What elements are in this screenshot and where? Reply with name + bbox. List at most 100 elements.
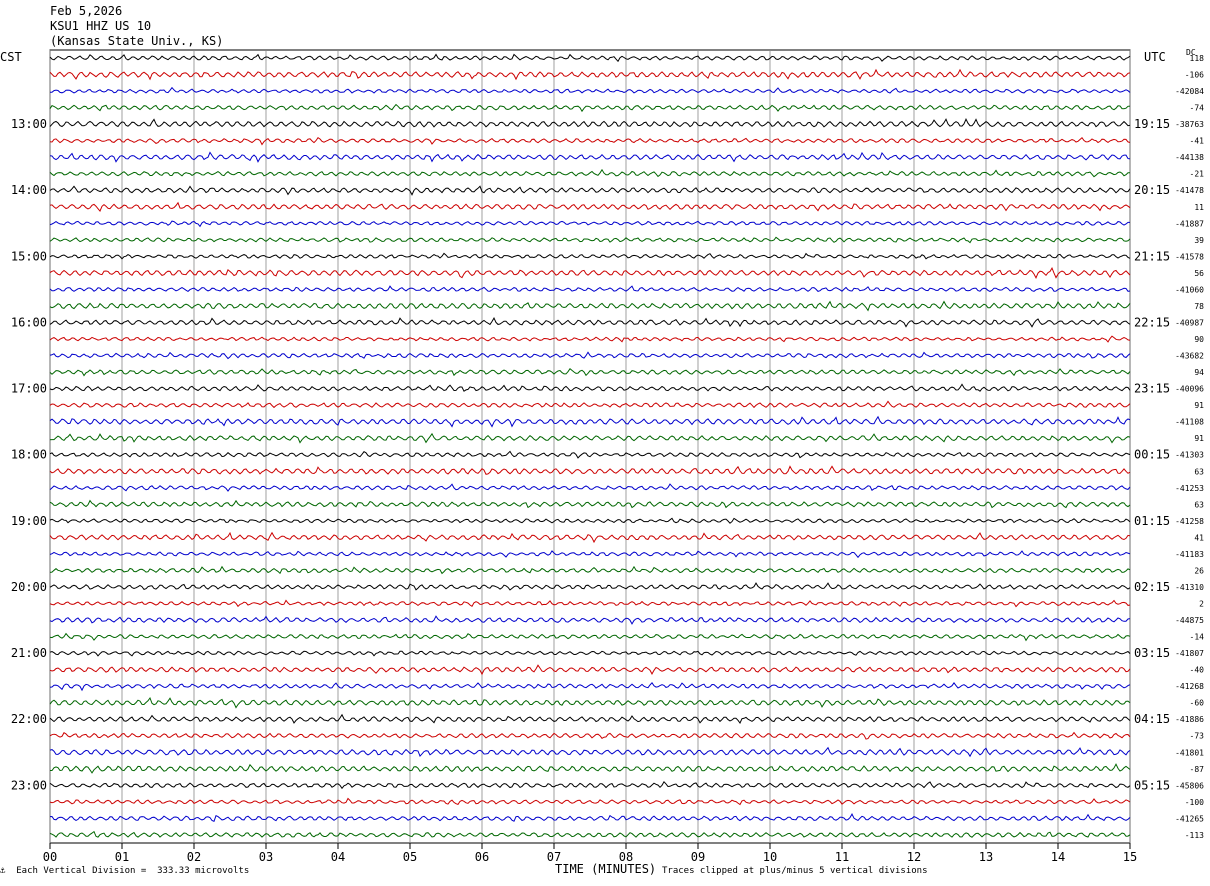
trace-line [49, 185, 1131, 196]
x-tick-label: 15 [1123, 850, 1137, 864]
trace-line [49, 252, 1131, 260]
x-tick-label: 00 [43, 850, 57, 864]
left-time-label: 21:00 [11, 646, 47, 660]
x-tick-label: 02 [187, 850, 201, 864]
left-time-label: 16:00 [11, 315, 47, 329]
dc-offset-label: -41108 [1175, 418, 1204, 427]
dc-offset-label: -41268 [1175, 682, 1204, 691]
right-time-label: 02:15 [1134, 580, 1170, 594]
dc-offset-label: -41478 [1175, 186, 1204, 195]
dc-offset-label: -41 [1190, 137, 1205, 146]
x-tick-label: 08 [619, 850, 633, 864]
dc-offset-label: -40 [1190, 666, 1205, 675]
trace-line [49, 415, 1131, 428]
trace-line [49, 432, 1131, 444]
dc-offset-label: -41253 [1175, 484, 1204, 493]
x-tick-label: 03 [259, 850, 273, 864]
dc-offset-label: -41265 [1175, 814, 1204, 823]
right-time-label: 03:15 [1134, 646, 1170, 660]
trace-line [49, 300, 1131, 312]
dc-offset-label: 2 [1199, 599, 1204, 608]
left-time-label: 19:00 [11, 514, 47, 528]
dc-offset-label: 63 [1194, 467, 1204, 476]
left-time-label: 13:00 [11, 117, 47, 131]
dc-offset-label: -87 [1190, 765, 1205, 774]
dc-offset-label: -41807 [1175, 649, 1204, 658]
dc-offset-label: -106 [1185, 71, 1204, 80]
trace-line [49, 565, 1131, 575]
dc-offset-label: 41 [1194, 533, 1204, 542]
trace-line [49, 731, 1131, 740]
trace-line [49, 465, 1131, 475]
dc-offset-label: -73 [1190, 732, 1205, 741]
trace-line [49, 266, 1131, 279]
trace-line [49, 664, 1131, 676]
trace-line [49, 582, 1131, 591]
trace-line [49, 335, 1131, 343]
trace-line [49, 118, 1131, 128]
left-timezone-label: CST [0, 50, 22, 64]
trace-line [49, 483, 1131, 492]
trace-line [49, 650, 1131, 657]
dc-offset-label: -44138 [1175, 153, 1204, 162]
dc-offset-label: 26 [1194, 566, 1204, 575]
trace-line [49, 53, 1131, 63]
trace-line [49, 696, 1131, 709]
dc-offset-label: 39 [1194, 236, 1204, 245]
trace-line [49, 550, 1131, 559]
left-time-label: 20:00 [11, 580, 47, 594]
x-tick-label: 06 [475, 850, 489, 864]
left-time-label: 18:00 [11, 448, 47, 462]
clip-note: Traces clipped at plus/minus 5 vertical … [662, 866, 928, 876]
trace-line [49, 746, 1131, 758]
left-time-label: 14:00 [11, 183, 47, 197]
x-tick-label: 09 [691, 850, 705, 864]
dc-offset-label: -40096 [1175, 385, 1204, 394]
right-time-label: 23:15 [1134, 382, 1170, 396]
trace-line [49, 632, 1131, 642]
dc-offset-label: 91 [1194, 401, 1204, 410]
dc-offset-label: -38763 [1175, 120, 1204, 129]
dc-offset-label: -43682 [1175, 352, 1204, 361]
x-axis-label: TIME (MINUTES) [555, 862, 657, 876]
right-time-label: 00:15 [1134, 448, 1170, 462]
trace-line [49, 317, 1131, 328]
x-tick-label: 11 [835, 850, 849, 864]
left-time-label: 22:00 [11, 712, 47, 726]
plot-frame [49, 49, 1131, 844]
trace-line [49, 201, 1131, 213]
dc-offset-label: -100 [1185, 798, 1204, 807]
trace-line [50, 763, 1131, 774]
scale-note: ⚓ Each Vertical Division = 333.33 microv… [0, 866, 250, 876]
dc-offset-label: -41310 [1175, 583, 1204, 592]
trace-line [49, 450, 1131, 459]
left-time-label: 15:00 [11, 249, 47, 263]
right-time-label: 01:15 [1134, 514, 1170, 528]
right-time-label: 04:15 [1134, 712, 1170, 726]
trace-line [49, 400, 1131, 409]
x-tick-label: 04 [331, 850, 345, 864]
trace-line [49, 351, 1131, 360]
dc-offset-label: -41258 [1175, 517, 1204, 526]
x-tick-label: 12 [907, 850, 921, 864]
dc-offset-label: 118 [1190, 54, 1205, 63]
dc-offset-label: -41303 [1175, 451, 1204, 460]
dc-offset-label: -41578 [1175, 252, 1204, 261]
trace-line [49, 681, 1131, 692]
x-tick-label: 14 [1051, 850, 1065, 864]
trace-line [49, 168, 1130, 178]
trace-line [49, 797, 1131, 806]
right-time-label: 21:15 [1134, 249, 1170, 263]
trace-line [49, 531, 1131, 544]
dc-offset-label: -14 [1190, 633, 1205, 642]
dc-offset-label: -41886 [1175, 715, 1204, 724]
trace-line [49, 68, 1131, 81]
trace-line [49, 499, 1131, 509]
dc-offset-label: -41060 [1175, 285, 1204, 294]
dc-offset-label: -42084 [1175, 87, 1204, 96]
dc-offset-label: 94 [1194, 368, 1204, 377]
dc-offset-header: DC [1186, 48, 1196, 57]
dc-offset-label: -113 [1185, 831, 1204, 840]
left-time-label: 17:00 [11, 382, 47, 396]
